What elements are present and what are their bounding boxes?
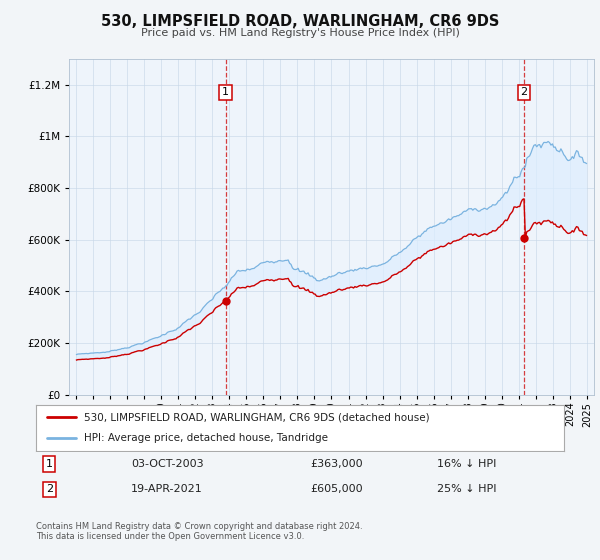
Text: 1: 1 — [222, 87, 229, 97]
Text: This data is licensed under the Open Government Licence v3.0.: This data is licensed under the Open Gov… — [36, 532, 304, 541]
Text: 19-APR-2021: 19-APR-2021 — [131, 484, 203, 494]
Text: Contains HM Land Registry data © Crown copyright and database right 2024.: Contains HM Land Registry data © Crown c… — [36, 522, 362, 531]
Text: 530, LIMPSFIELD ROAD, WARLINGHAM, CR6 9DS (detached house): 530, LIMPSFIELD ROAD, WARLINGHAM, CR6 9D… — [83, 412, 429, 422]
Text: £363,000: £363,000 — [311, 459, 363, 469]
Text: 2: 2 — [520, 87, 527, 97]
Text: 16% ↓ HPI: 16% ↓ HPI — [437, 459, 497, 469]
Text: 2: 2 — [46, 484, 53, 494]
Text: HPI: Average price, detached house, Tandridge: HPI: Average price, detached house, Tand… — [83, 433, 328, 444]
Text: 530, LIMPSFIELD ROAD, WARLINGHAM, CR6 9DS: 530, LIMPSFIELD ROAD, WARLINGHAM, CR6 9D… — [101, 14, 499, 29]
Text: 1: 1 — [46, 459, 53, 469]
Text: 25% ↓ HPI: 25% ↓ HPI — [437, 484, 497, 494]
Text: Price paid vs. HM Land Registry's House Price Index (HPI): Price paid vs. HM Land Registry's House … — [140, 28, 460, 38]
Text: £605,000: £605,000 — [311, 484, 363, 494]
Text: 03-OCT-2003: 03-OCT-2003 — [131, 459, 203, 469]
